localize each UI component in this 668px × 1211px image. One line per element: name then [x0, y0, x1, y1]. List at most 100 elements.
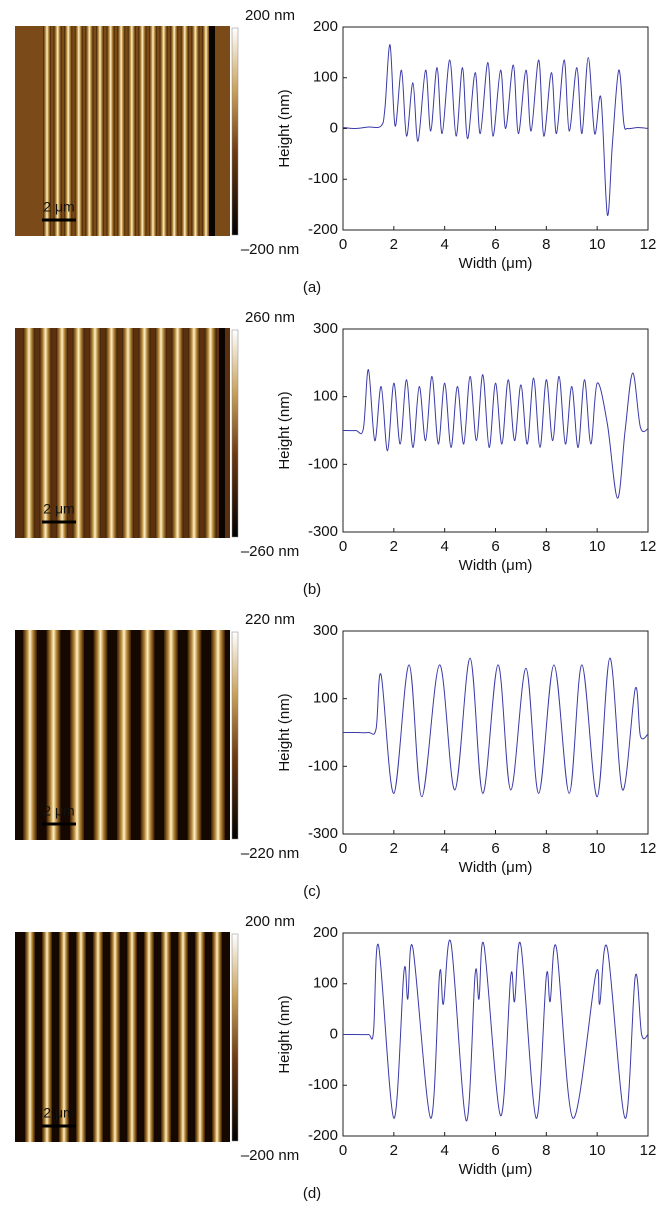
x-tick-label: 12	[640, 840, 657, 857]
y-tick-label: -200	[308, 1127, 338, 1144]
afm-stripe	[188, 328, 200, 538]
y-tick-label: 100	[313, 975, 338, 992]
afm-stripe	[42, 932, 52, 1142]
scale-bar-label: 2 μm	[43, 803, 74, 819]
y-tick-label: -100	[308, 170, 338, 187]
y-axis-label: Height (nm)	[276, 391, 293, 469]
profile-line	[342, 369, 649, 499]
y-tick-label: -100	[308, 455, 338, 472]
x-tick-label: 10	[589, 538, 606, 555]
afm-stripe	[56, 328, 68, 538]
y-tick-label: 0	[330, 1025, 338, 1042]
x-tick-label: 4	[440, 1142, 448, 1159]
profile-line	[343, 939, 649, 1122]
profile-line	[342, 44, 649, 216]
afm-stripe	[127, 932, 137, 1142]
x-tick-label: 12	[640, 1142, 657, 1159]
afm-stripe	[187, 630, 202, 840]
x-tick-label: 8	[542, 840, 550, 857]
afm-stripe	[105, 328, 118, 538]
afm-stripe	[25, 932, 35, 1142]
color-scale-min: –220 nm	[241, 845, 299, 862]
afm-stripe	[117, 630, 131, 840]
y-tick-label: -300	[308, 825, 338, 842]
x-axis-label: Width (μm)	[459, 557, 533, 574]
x-tick-label: 4	[440, 840, 448, 857]
afm-stripe	[70, 630, 84, 840]
plot-frame	[342, 932, 649, 1137]
scale-bar-label: 2 μm	[43, 501, 74, 517]
x-tick-label: 6	[491, 1142, 499, 1159]
color-scale-min: –200 nm	[241, 241, 299, 258]
afm-stripe	[204, 328, 217, 538]
color-scale-min: –260 nm	[241, 543, 299, 560]
x-axis-label: Width (μm)	[459, 1161, 533, 1178]
x-tick-label: 12	[640, 538, 657, 555]
y-tick-label: 100	[313, 690, 338, 707]
x-tick-label: 2	[390, 538, 398, 555]
profile-line	[343, 657, 649, 798]
y-axis-label: Height (nm)	[276, 995, 293, 1073]
color-scale-max: 260 nm	[245, 309, 295, 326]
afm-stripe	[140, 630, 155, 840]
afm-stripe	[202, 26, 210, 236]
x-tick-label: 4	[440, 236, 448, 253]
x-tick-label: 2	[390, 1142, 398, 1159]
panel-caption: (a)	[303, 279, 321, 296]
y-tick-label: -200	[308, 221, 338, 238]
afm-stripe	[161, 932, 171, 1142]
panel-caption: (c)	[303, 883, 321, 900]
afm-stripe	[110, 932, 120, 1142]
afm-stripe	[144, 932, 154, 1142]
x-tick-label: 10	[589, 840, 606, 857]
panel-caption: (b)	[303, 581, 321, 598]
afm-stripe	[180, 26, 189, 236]
color-bar	[231, 329, 239, 538]
afm-stripe	[127, 26, 136, 236]
afm-stripe	[164, 630, 178, 840]
afm-stripe	[211, 630, 225, 840]
afm-stripe	[178, 932, 188, 1142]
afm-stripe	[171, 328, 184, 538]
color-scale-max: 220 nm	[245, 611, 295, 628]
afm-stripe	[195, 932, 205, 1142]
afm-stripe	[93, 630, 108, 840]
x-tick-label: 2	[390, 840, 398, 857]
x-tick-label: 6	[491, 236, 499, 253]
panel-caption: (d)	[303, 1185, 321, 1202]
x-tick-label: 10	[589, 236, 606, 253]
scale-bar-label: 2 μm	[43, 199, 74, 215]
x-tick-label: 0	[339, 538, 347, 555]
afm-trench	[219, 328, 225, 538]
y-tick-label: -100	[308, 757, 338, 774]
afm-stripe	[149, 26, 157, 236]
afm-image	[15, 26, 230, 236]
color-bar	[231, 27, 239, 236]
afm-stripe	[93, 932, 103, 1142]
color-scale-max: 200 nm	[245, 7, 295, 24]
x-tick-label: 12	[640, 236, 657, 253]
afm-stripe	[159, 26, 168, 236]
x-tick-label: 8	[542, 538, 550, 555]
afm-stripe	[96, 26, 104, 236]
x-tick-label: 10	[589, 1142, 606, 1159]
afm-stripe	[89, 328, 101, 538]
afm-trench	[209, 26, 215, 236]
afm-stripe	[85, 26, 94, 236]
afm-stripe	[43, 26, 51, 236]
afm-stripe	[212, 932, 222, 1142]
afm-stripe	[117, 26, 126, 236]
plot-frame	[342, 630, 649, 835]
plot-frame	[342, 26, 649, 231]
y-tick-label: 300	[313, 622, 338, 639]
x-tick-label: 8	[542, 236, 550, 253]
x-tick-label: 4	[440, 538, 448, 555]
afm-stripe	[23, 630, 37, 840]
afm-stripe	[122, 328, 134, 538]
x-axis-label: Width (μm)	[459, 255, 533, 272]
afm-image	[15, 932, 230, 1142]
afm-stripe	[155, 328, 167, 538]
afm-image	[15, 630, 230, 840]
plot-frame	[342, 328, 649, 533]
